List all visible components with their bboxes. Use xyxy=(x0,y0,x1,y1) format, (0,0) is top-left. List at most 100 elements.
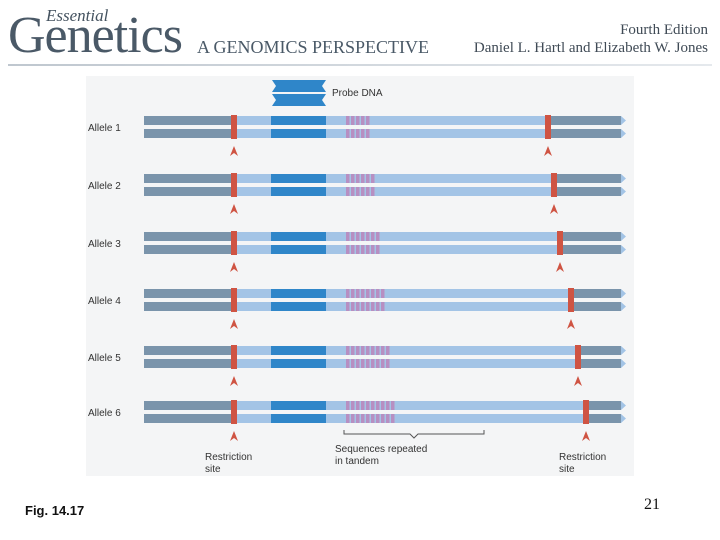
tandem-repeat-unit xyxy=(361,414,365,423)
flanking-dna xyxy=(144,401,231,410)
restriction-site-right xyxy=(545,115,551,139)
restriction-site-left xyxy=(231,173,237,197)
probe-binding-region xyxy=(271,302,326,311)
tandem-repeat-unit xyxy=(361,289,365,298)
book-subtitle: A GENOMICS PERSPECTIVE xyxy=(197,37,430,57)
tandem-repeat-unit xyxy=(361,346,365,355)
edition-label: Fourth Edition xyxy=(620,22,708,38)
tandem-repeat-unit xyxy=(376,359,380,368)
tandem-repeat-unit xyxy=(346,245,350,254)
probe-binding-region xyxy=(271,232,326,241)
tandem-repeat-unit xyxy=(376,346,380,355)
flanking-dna xyxy=(557,232,621,241)
tandem-repeat-unit xyxy=(346,174,350,183)
tandem-repeat-unit xyxy=(361,174,365,183)
tandem-repeat-unit xyxy=(361,129,365,138)
tandem-repeat-unit xyxy=(381,359,385,368)
restriction-arrow xyxy=(230,319,238,329)
page-number: 21 xyxy=(644,496,660,513)
restriction-arrow xyxy=(230,204,238,214)
flanking-dna xyxy=(545,116,621,125)
tandem-repeat-unit xyxy=(346,346,350,355)
tandem-repeat-unit xyxy=(366,401,370,410)
tandem-repeat-unit xyxy=(381,401,385,410)
tandem-repeat-unit xyxy=(351,174,355,183)
tandem-repeat-unit xyxy=(356,359,360,368)
restriction-arrow xyxy=(230,262,238,272)
dna-strand xyxy=(144,346,626,355)
tandem-repeat-unit xyxy=(371,359,375,368)
dna-strand xyxy=(144,245,626,254)
tandem-repeat-unit xyxy=(376,401,380,410)
allele-diagram: Probe DNA Allele 1 Allele 2 Allele 3 Allele … xyxy=(88,80,626,475)
probe-dna-label: Probe DNA xyxy=(332,88,383,99)
dna-strand xyxy=(144,116,626,125)
tandem-repeat-unit xyxy=(366,414,370,423)
allele-label: Allele 4 xyxy=(88,296,121,307)
probe-strand-top xyxy=(272,80,326,92)
restriction-site-label-left-line2: site xyxy=(205,464,221,475)
flanking-dna xyxy=(144,129,231,138)
restriction-site-right xyxy=(583,400,589,424)
tandem-repeat-unit xyxy=(351,129,355,138)
probe-strand-bottom xyxy=(272,94,326,106)
restriction-site-right xyxy=(568,288,574,312)
restriction-site-left xyxy=(231,115,237,139)
tandem-repeat-unit xyxy=(381,302,385,311)
tandem-repeat-label-line1: Sequences repeated xyxy=(335,444,427,455)
tandem-repeat-unit xyxy=(386,414,390,423)
tandem-repeat-unit xyxy=(366,232,370,241)
tandem-repeat-unit xyxy=(371,289,375,298)
dna-strand xyxy=(144,232,626,241)
tandem-repeat-unit xyxy=(346,289,350,298)
probe-binding-region xyxy=(271,414,326,423)
restriction-site-right xyxy=(557,231,563,255)
allele-label: Allele 6 xyxy=(88,408,121,419)
tandem-repeat-unit xyxy=(356,129,360,138)
flanking-dna xyxy=(545,129,621,138)
tandem-repeat-unit xyxy=(351,232,355,241)
tandem-repeat-label-line2: in tandem xyxy=(335,456,379,467)
dna-strand xyxy=(144,414,626,423)
tandem-repeat-unit xyxy=(351,245,355,254)
flanking-dna xyxy=(575,346,621,355)
flanking-dna xyxy=(144,289,231,298)
dna-strand xyxy=(144,359,626,368)
tandem-repeat-unit xyxy=(346,129,350,138)
tandem-repeat-unit xyxy=(371,414,375,423)
tandem-repeat-unit xyxy=(346,359,350,368)
probe-binding-region xyxy=(271,116,326,125)
tandem-repeat-unit xyxy=(356,174,360,183)
tandem-repeat-unit xyxy=(386,346,390,355)
restriction-arrow xyxy=(230,146,238,156)
dna-strand xyxy=(144,401,626,410)
tandem-repeat-unit xyxy=(361,245,365,254)
header-divider xyxy=(8,64,712,66)
flanking-dna xyxy=(144,187,231,196)
probe-binding-region xyxy=(271,129,326,138)
flanking-dna xyxy=(583,414,621,423)
tandem-repeat-unit xyxy=(361,116,365,125)
tandem-repeat-unit xyxy=(376,245,380,254)
header: Genetics Essential A GENOMICS PERSPECTIV… xyxy=(0,0,720,68)
tandem-repeat-unit xyxy=(351,401,355,410)
dna-strand xyxy=(144,129,626,138)
flanking-dna xyxy=(575,359,621,368)
tandem-repeat-unit xyxy=(386,401,390,410)
probe-binding-region xyxy=(271,187,326,196)
tandem-repeat-unit xyxy=(361,232,365,241)
tandem-repeat-unit xyxy=(381,346,385,355)
figure-panel: Probe DNA Allele 1 Allele 2 Allele 3 Allele … xyxy=(86,76,634,476)
flanking-dna xyxy=(144,116,231,125)
restriction-site-left xyxy=(231,288,237,312)
tandem-repeat-unit xyxy=(366,245,370,254)
tandem-repeat-unit xyxy=(361,187,365,196)
restriction-site-label-right-line1: Restriction xyxy=(559,452,606,463)
tandem-repeat-unit xyxy=(376,302,380,311)
flanking-dna xyxy=(568,289,621,298)
tandem-repeat-unit xyxy=(346,414,350,423)
allele-label: Allele 2 xyxy=(88,181,121,192)
tandem-repeat-unit xyxy=(381,289,385,298)
tandem-repeat-unit xyxy=(361,302,365,311)
flanking-dna xyxy=(144,245,231,254)
